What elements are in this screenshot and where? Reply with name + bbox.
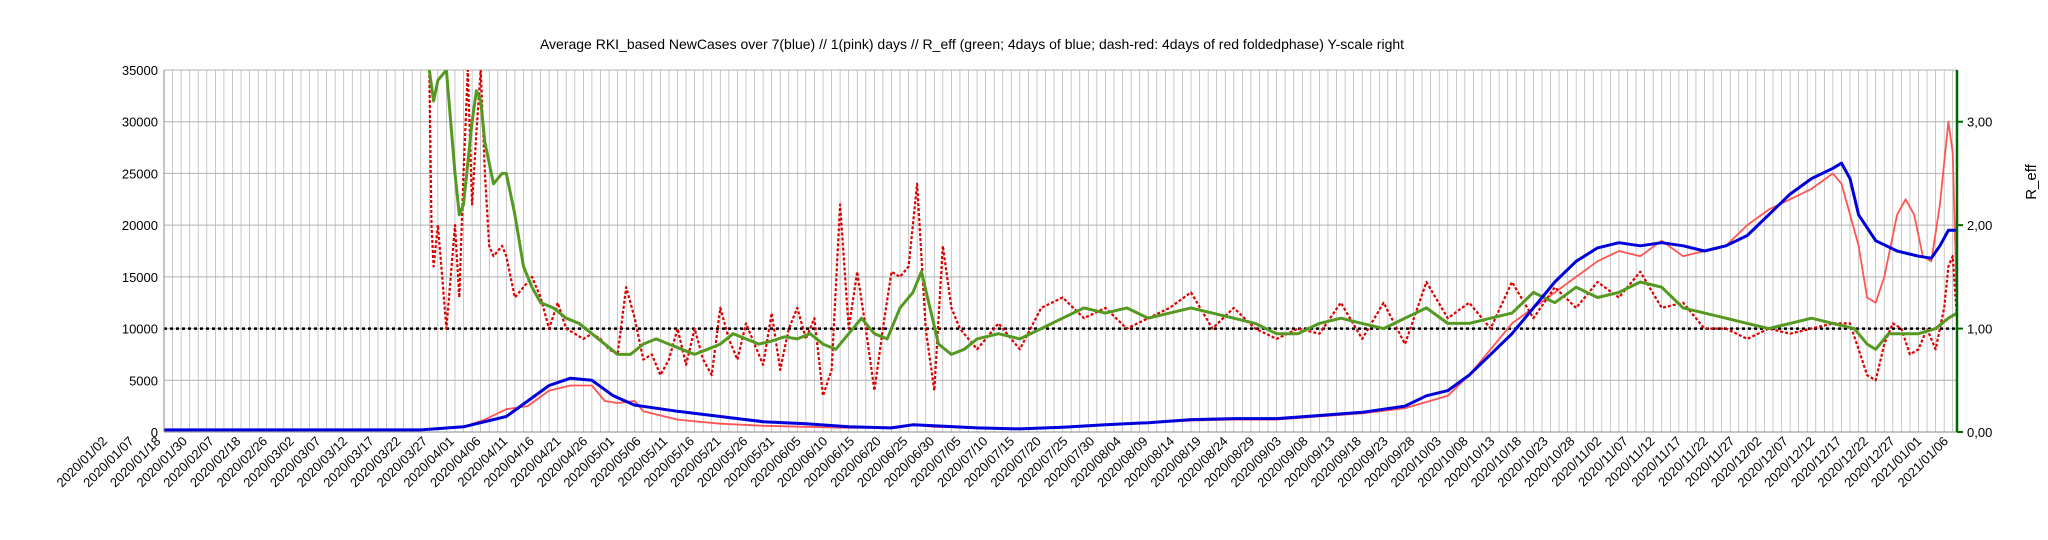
y-tick-label: 10000 (122, 322, 158, 337)
y-tick-label: 15000 (122, 270, 158, 285)
y2-tick-label: 2,00 (1967, 218, 1992, 233)
y-tick-label: 5000 (129, 373, 158, 388)
gridlines (163, 69, 1957, 433)
y2-axis-title: R_eff (2023, 163, 2040, 199)
series-line-green (427, 70, 1957, 356)
y2-tick-label: 3,00 (1967, 115, 1992, 130)
y-tick-label: 0 (151, 425, 158, 440)
y-tick-label: 35000 (122, 63, 158, 78)
plot-area: 0 5000 10000 15000 20000 25000 30000 35000 0,00 1… (53, 63, 1992, 490)
y-tick-label: 25000 (122, 166, 158, 181)
y-tick-label: 30000 (122, 115, 158, 130)
series-line-blue (164, 161, 1957, 432)
series-layer (164, 70, 1957, 432)
chart-title: Average RKI_based NewCases over 7(blue) … (540, 36, 1404, 52)
y2-tick-label: 0,00 (1967, 425, 1992, 440)
plot-frame (164, 70, 1957, 432)
series-line-dashred (428, 70, 1957, 397)
y2-tick-label: 1,00 (1967, 322, 1992, 337)
y-tick-label: 20000 (122, 218, 158, 233)
